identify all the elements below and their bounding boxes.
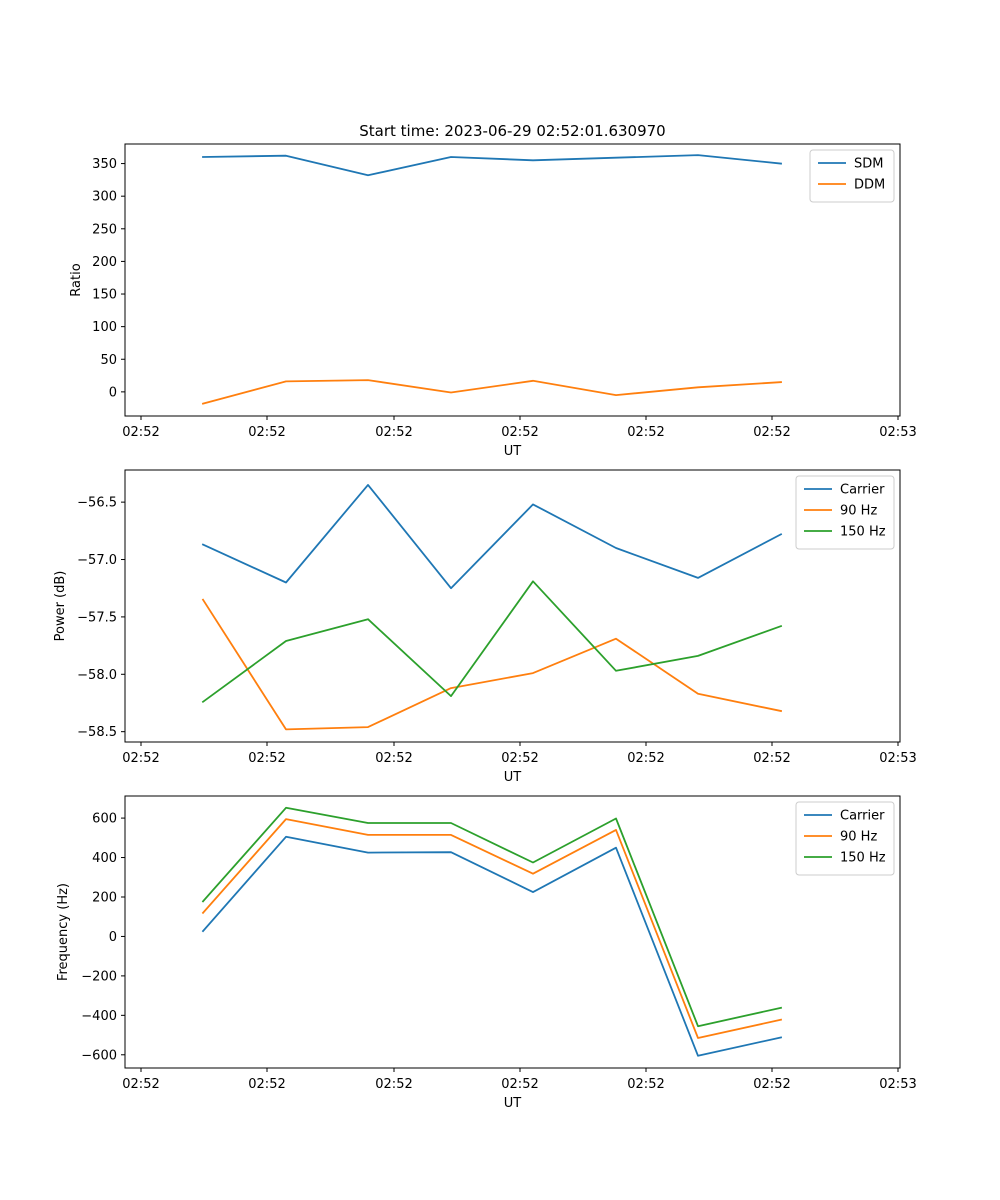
frequency-axes-frame	[124, 795, 901, 1069]
ratio-y-tick-label: 0	[109, 385, 117, 400]
power-x-tick-label: 02:53	[879, 751, 916, 766]
ratio-panel: 02:52 02:52 02:52 02:52 02:52 02:52 02:53 0 50 10…	[69, 143, 917, 459]
frequency-y-tick-label: 0	[109, 930, 117, 945]
chart-title: Start time: 2023-06-29 02:52:01.630970	[359, 122, 665, 140]
power-y-tick-label: −58.0	[77, 668, 117, 683]
power-series-carrier-line	[201, 483, 783, 590]
frequency-y-tick-label: 200	[92, 890, 117, 905]
frequency-legend: Carrier 90 Hz 150 Hz	[795, 801, 895, 876]
ratio-y-axis-label: Ratio	[69, 263, 84, 296]
power-legend: Carrier 90 Hz 150 Hz	[795, 475, 895, 550]
power-x-tick-label: 02:52	[501, 751, 538, 766]
frequency-legend-label: 150 Hz	[840, 851, 886, 866]
power-x-tick-label: 02:52	[753, 751, 790, 766]
ratio-x-tick-label: 02:52	[753, 425, 790, 440]
frequency-y-axis-label: Frequency (Hz)	[56, 883, 71, 981]
power-x-tick-label: 02:52	[122, 751, 159, 766]
frequency-panel: 02:52 02:52 02:52 02:52 02:52 02:52 02:53 600 40…	[56, 795, 917, 1111]
frequency-x-axis-label: UT	[504, 1096, 522, 1111]
frequency-series-150-hz-line	[201, 806, 783, 1028]
power-axes-frame	[124, 469, 901, 743]
frequency-y-tick-label: 600	[92, 812, 117, 827]
frequency-y-tick-label: −600	[81, 1048, 117, 1063]
frequency-y-tick-label: 400	[92, 851, 117, 866]
frequency-x-tick-label: 02:53	[879, 1077, 916, 1092]
power-x-tick-label: 02:52	[375, 751, 412, 766]
frequency-y-tick-label: −200	[81, 969, 117, 984]
ratio-axes-frame	[124, 143, 901, 417]
power-legend-label: 150 Hz	[840, 525, 886, 540]
frequency-y-tick-label: −400	[81, 1009, 117, 1024]
power-legend-label: Carrier	[840, 483, 885, 498]
power-y-tick-label: −56.5	[77, 496, 117, 511]
ratio-x-tick-label: 02:52	[122, 425, 159, 440]
power-y-tick-label: −57.0	[77, 553, 117, 568]
frequency-x-tick-label: 02:52	[375, 1077, 412, 1092]
ratio-y-tick-label: 150	[92, 288, 117, 303]
ratio-legend-label: SDM	[854, 157, 883, 172]
ratio-x-tick-label: 02:52	[375, 425, 412, 440]
power-y-axis-label: Power (dB)	[53, 571, 68, 642]
frequency-x-tick-label: 02:52	[753, 1077, 790, 1092]
ratio-y-tick-label: 350	[92, 157, 117, 172]
frequency-x-tick-label: 02:52	[627, 1077, 664, 1092]
ratio-x-tick-label: 02:52	[248, 425, 285, 440]
frequency-x-tick-label: 02:52	[501, 1077, 538, 1092]
power-series-90-hz-line	[201, 598, 783, 731]
frequency-legend-label: 90 Hz	[840, 830, 877, 845]
ratio-y-tick-label: 100	[92, 320, 117, 335]
frequency-series-carrier-line	[201, 835, 783, 1057]
frequency-x-tick-label: 02:52	[248, 1077, 285, 1092]
frequency-x-tick-label: 02:52	[122, 1077, 159, 1092]
power-y-tick-label: −58.5	[77, 725, 117, 740]
ratio-series-sdm-line	[202, 154, 782, 177]
ratio-y-tick-label: 200	[92, 255, 117, 270]
power-panel: 02:52 02:52 02:52 02:52 02:52 02:52 02:53 −56.5…	[53, 469, 917, 785]
ratio-x-tick-label: 02:52	[501, 425, 538, 440]
ratio-legend-label: DDM	[854, 178, 885, 193]
ratio-x-tick-label: 02:52	[627, 425, 664, 440]
ratio-series-ddm-line	[201, 379, 782, 405]
ratio-y-tick-label: 250	[92, 222, 117, 237]
power-x-tick-label: 02:52	[248, 751, 285, 766]
frequency-series-90-hz-line	[201, 818, 783, 1039]
power-legend-label: 90 Hz	[840, 504, 877, 519]
power-x-axis-label: UT	[504, 770, 522, 785]
ratio-y-tick-label: 50	[100, 353, 117, 368]
frequency-legend-label: Carrier	[840, 809, 885, 824]
power-series-150-hz-line	[201, 580, 783, 704]
power-y-tick-label: −57.5	[77, 610, 117, 625]
ratio-y-tick-label: 300	[92, 190, 117, 205]
power-x-tick-label: 02:52	[627, 751, 664, 766]
ratio-x-axis-label: UT	[504, 444, 522, 459]
ratio-x-tick-label: 02:53	[879, 425, 916, 440]
ratio-legend: SDM DDM	[809, 149, 895, 203]
